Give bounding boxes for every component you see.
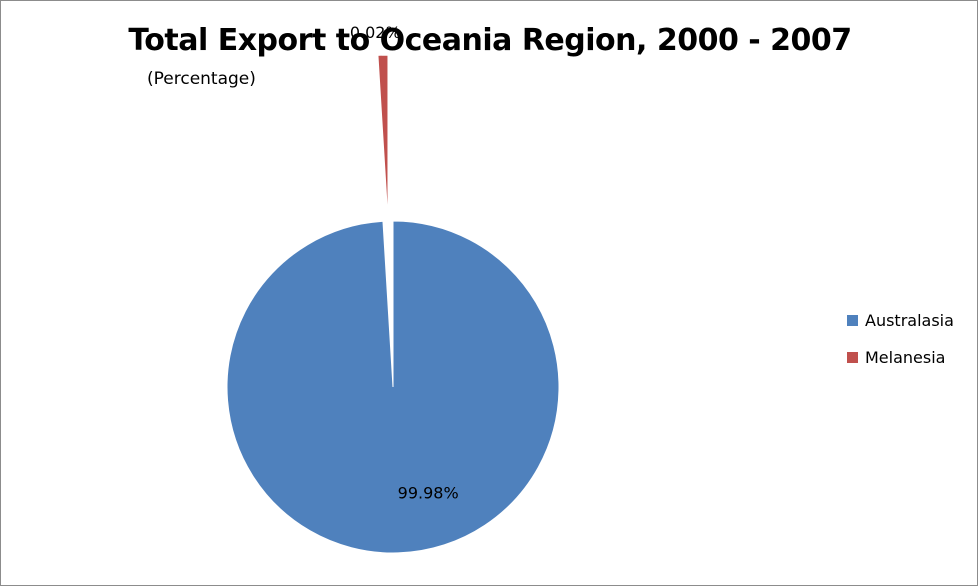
pie-slice-australasia: [226, 220, 560, 554]
data-label-melanesia: 0.02%: [350, 23, 401, 42]
legend-swatch-australasia: [847, 314, 858, 326]
legend-item-melanesia: Melanesia: [847, 346, 954, 368]
data-label-australasia: 99.98%: [398, 484, 459, 503]
legend-label-melanesia: Melanesia: [865, 347, 946, 367]
pie-slice-melanesia: [377, 54, 389, 222]
legend: Australasia Melanesia: [847, 309, 954, 383]
legend-label-australasia: Australasia: [865, 310, 954, 330]
chart-title: Total Export to Oceania Region, 2000 - 2…: [128, 23, 852, 58]
legend-item-australasia: Australasia: [847, 309, 954, 331]
chart-subtitle: (Percentage): [147, 69, 256, 89]
legend-swatch-melanesia: [847, 351, 858, 363]
